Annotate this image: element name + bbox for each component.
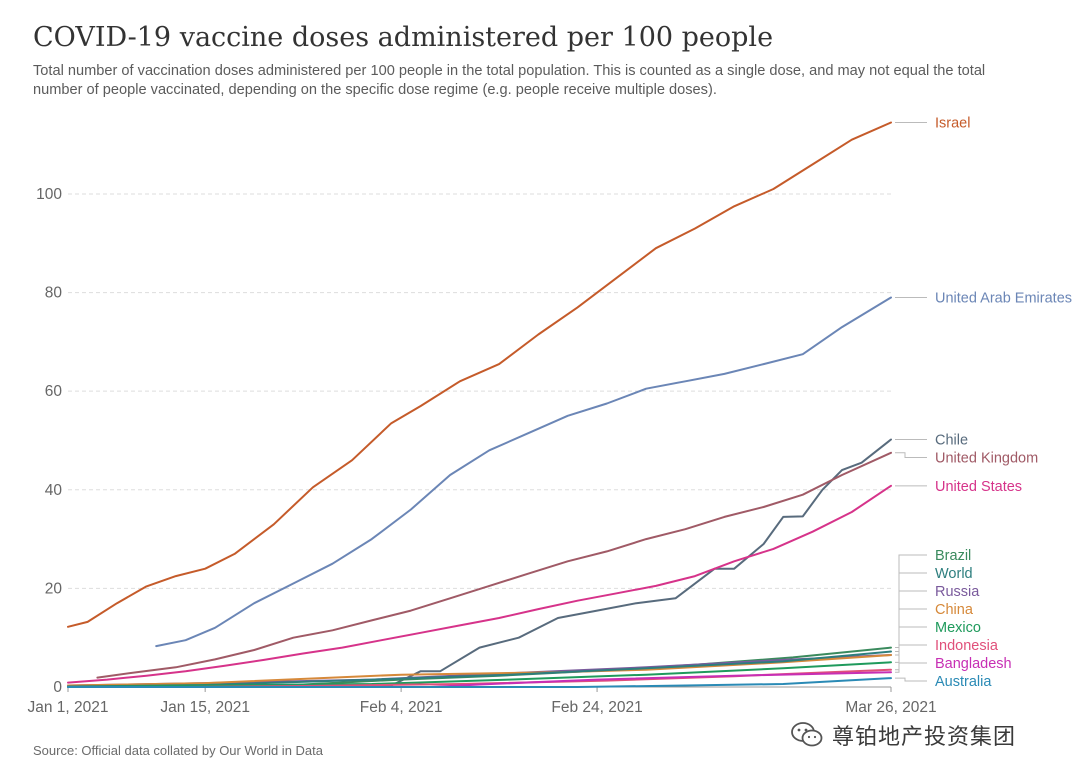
series-lines <box>67 121 892 688</box>
y-tick-label: 40 <box>45 482 63 499</box>
series-line-united-kingdom <box>96 451 892 679</box>
watermark-text: 尊铂地产投资集团 <box>832 725 1017 750</box>
x-tick-label: Mar 26, 2021 <box>845 699 936 716</box>
y-tick-label: 0 <box>53 679 62 696</box>
series-label-indonesia: Indonesia <box>935 638 999 654</box>
chart-source: Source: Official data collated by Our Wo… <box>33 743 323 758</box>
series-label-china: China <box>935 602 974 618</box>
series-label-united-states: United States <box>935 479 1022 495</box>
series-label-bangladesh: Bangladesh <box>935 656 1012 672</box>
series-label-world: World <box>935 566 973 582</box>
y-tick-label: 100 <box>36 186 62 203</box>
x-tick-label: Jan 1, 2021 <box>27 699 108 716</box>
series-line-united-states <box>67 484 892 684</box>
x-tick-label: Jan 15, 2021 <box>160 699 250 716</box>
x-tick-label: Feb 4, 2021 <box>360 699 443 716</box>
series-label-israel: Israel <box>935 115 970 131</box>
series-label-united-arab-emirates: United Arab Emirates <box>935 290 1072 306</box>
series-line-chile <box>67 438 892 688</box>
series-line-israel <box>67 121 892 628</box>
y-tick-label: 20 <box>45 580 63 597</box>
series-line-united-arab-emirates <box>155 296 892 648</box>
chart-title: COVID-19 vaccine doses administered per … <box>33 22 774 53</box>
series-line-australia <box>67 677 892 688</box>
gridlines <box>68 193 891 688</box>
leader-line <box>895 608 927 656</box>
y-tick-label: 60 <box>45 383 63 400</box>
series-label-united-kingdom: United Kingdom <box>935 450 1038 466</box>
leader-line <box>895 452 927 458</box>
series-label-australia: Australia <box>935 674 992 690</box>
y-tick-label: 80 <box>45 285 63 302</box>
chart-subtitle: Total number of vaccination doses admini… <box>33 63 986 98</box>
leader-line <box>895 662 927 673</box>
series-label-chile: Chile <box>935 432 968 448</box>
series-label-mexico: Mexico <box>935 620 981 636</box>
leader-line <box>895 644 927 671</box>
wechat-icon <box>791 722 823 747</box>
y-axis-ticks: 0 20 40 60 80 100 <box>36 186 62 696</box>
watermark: 尊铂地产投资集团 <box>790 718 1016 752</box>
series-line-mexico <box>67 661 892 688</box>
leader-line <box>895 572 927 653</box>
x-tick-label: Feb 24, 2021 <box>551 699 642 716</box>
series-labels: Israel United Arab Emirates Chile United Ki… <box>895 115 1072 690</box>
series-label-brazil: Brazil <box>935 548 971 564</box>
leader-line <box>895 554 927 649</box>
x-axis-ticks: Jan 1, 2021 Jan 15, 2021 Feb 4, 2021 Feb 24… <box>27 687 937 716</box>
leader-line <box>895 677 927 682</box>
series-label-russia: Russia <box>935 584 980 600</box>
